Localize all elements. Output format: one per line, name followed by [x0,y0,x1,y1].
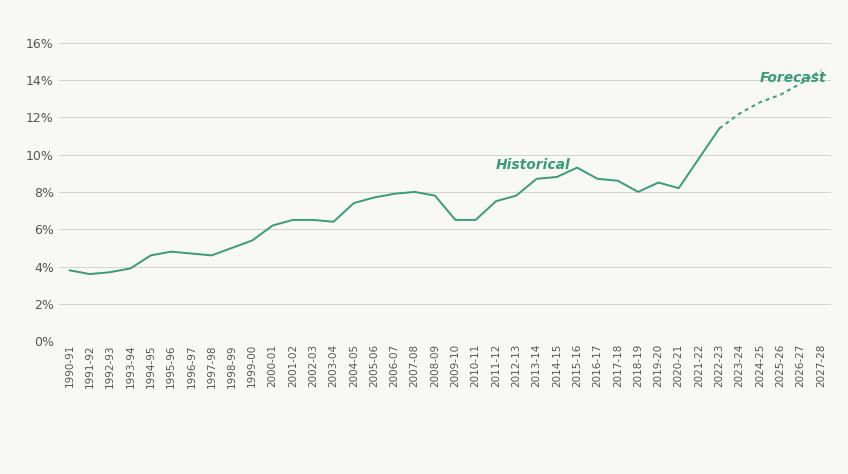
Text: Historical: Historical [496,158,571,172]
Text: Forecast: Forecast [760,71,827,84]
